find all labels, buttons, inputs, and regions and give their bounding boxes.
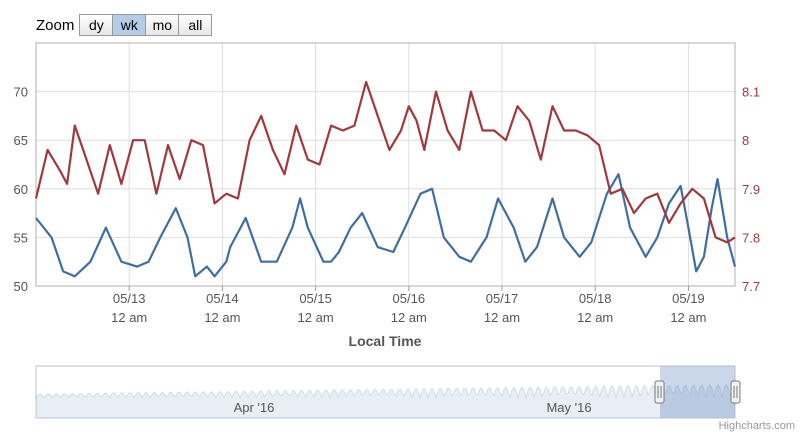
x-tick-date: 05/19 [672, 291, 705, 306]
x-axis: 05/13 12 am 05/14 12 am 05/15 12 am 05/16 12 am… [111, 286, 706, 325]
navigator-right-handle[interactable] [730, 380, 741, 404]
right-y-axis: 7.7 7.8 7.9 8 8.1 [742, 85, 760, 294]
x-tick-date: 05/18 [579, 291, 612, 306]
x-tick-time: 12 am [391, 310, 427, 325]
zoom-all-button[interactable]: all [178, 14, 213, 36]
x-tick-date: 05/13 [113, 291, 146, 306]
navigator-label-apr: Apr '16 [234, 400, 275, 415]
navigator-left-handle[interactable] [654, 380, 665, 404]
x-tick-time: 12 am [484, 310, 520, 325]
x-tick-date: 05/17 [486, 291, 519, 306]
navigator-selection[interactable] [660, 366, 735, 418]
x-tick-date: 05/14 [206, 291, 239, 306]
x-tick-date: 05/15 [299, 291, 332, 306]
y-left-tick-label: 55 [14, 230, 28, 245]
y-right-tick-label: 8 [742, 133, 749, 148]
y-left-tick-label: 50 [14, 279, 28, 294]
y-right-tick-label: 7.8 [742, 230, 760, 245]
x-tick-time: 12 am [670, 310, 706, 325]
navigator-area [35, 383, 736, 419]
x-tick-date: 05/16 [393, 291, 426, 306]
navigator-label-may: May '16 [546, 400, 591, 415]
y-left-tick-label: 65 [14, 133, 28, 148]
navigator[interactable]: Apr '16 May '16 [35, 365, 741, 419]
grid-lines [36, 43, 735, 287]
left-y-axis: 50 55 60 65 70 [14, 85, 28, 294]
credits[interactable]: Highcharts.com [719, 420, 795, 432]
navigator-mask [37, 367, 660, 417]
x-axis-title: Local Time [349, 333, 422, 349]
y-right-tick-label: 7.9 [742, 182, 760, 197]
y-right-tick-label: 7.7 [742, 279, 760, 294]
zoom-bar: Zoom dy wk mo all [36, 13, 213, 37]
series-line-right [34, 80, 736, 244]
x-tick-time: 12 am [298, 310, 334, 325]
x-tick-time: 12 am [577, 310, 613, 325]
plot-frame [35, 42, 736, 287]
y-left-tick-label: 60 [14, 182, 28, 197]
navigator-series [35, 366, 736, 419]
series-line-left [35, 173, 737, 278]
y-left-tick-label: 70 [14, 85, 28, 100]
zoom-label: Zoom [36, 16, 75, 34]
zoom-day-button[interactable]: dy [79, 14, 114, 36]
x-tick-time: 12 am [204, 310, 240, 325]
y-right-tick-label: 8.1 [742, 85, 760, 100]
zoom-month-button[interactable]: mo [145, 14, 180, 36]
x-tick-time: 12 am [111, 310, 147, 325]
series-layer [34, 80, 737, 278]
